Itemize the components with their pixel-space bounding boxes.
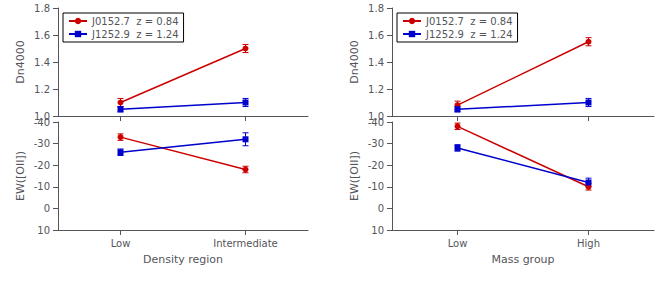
svg-text:J1252.9 z = 1.24: J1252.9 z = 1.24 (425, 29, 513, 40)
svg-text:-20: -20 (368, 160, 384, 171)
svg-text:EW([OII]): EW([OII]) (348, 151, 361, 201)
svg-text:1.4: 1.4 (368, 57, 384, 68)
svg-text:1.8: 1.8 (34, 3, 50, 14)
svg-text:-40: -40 (368, 117, 384, 128)
svg-text:1.2: 1.2 (368, 84, 384, 95)
svg-text:1.8: 1.8 (368, 3, 384, 14)
svg-text:Dn4000: Dn4000 (348, 40, 361, 83)
svg-text:Mass group: Mass group (491, 253, 554, 266)
svg-text:Intermediate: Intermediate (213, 238, 278, 249)
svg-text:-10: -10 (34, 181, 50, 192)
svg-text:10: 10 (371, 225, 384, 236)
svg-text:1.4: 1.4 (34, 57, 50, 68)
svg-text:Low: Low (448, 238, 468, 249)
svg-text:-30: -30 (34, 138, 50, 149)
svg-text:EW([OII]): EW([OII]) (14, 151, 27, 201)
svg-text:-30: -30 (368, 138, 384, 149)
svg-text:J0152.7 z = 0.84: J0152.7 z = 0.84 (425, 16, 513, 27)
svg-text:Dn4000: Dn4000 (14, 40, 27, 83)
svg-text:-10: -10 (368, 181, 384, 192)
svg-text:1.2: 1.2 (34, 84, 50, 95)
svg-text:1.6: 1.6 (34, 30, 50, 41)
svg-text:-20: -20 (34, 160, 50, 171)
svg-text:J1252.9 z = 1.24: J1252.9 z = 1.24 (91, 29, 179, 40)
svg-text:Density region: Density region (143, 253, 223, 266)
svg-text:10: 10 (37, 225, 50, 236)
svg-text:-40: -40 (34, 117, 50, 128)
svg-text:Low: Low (111, 238, 131, 249)
svg-text:0: 0 (44, 203, 50, 214)
svg-text:J0152.7 z = 0.84: J0152.7 z = 0.84 (91, 16, 179, 27)
svg-text:1.6: 1.6 (368, 30, 384, 41)
svg-text:High: High (577, 238, 600, 249)
svg-text:0: 0 (378, 203, 384, 214)
